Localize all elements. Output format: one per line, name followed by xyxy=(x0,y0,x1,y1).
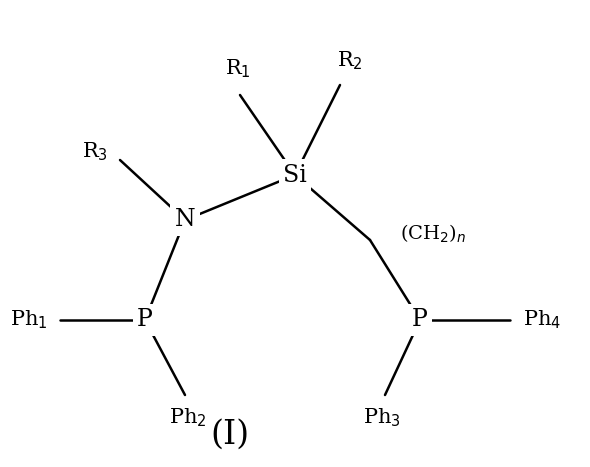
Text: Ph$_1$: Ph$_1$ xyxy=(11,309,48,331)
Text: P: P xyxy=(137,309,153,332)
Text: N: N xyxy=(175,208,195,232)
Text: R$_3$: R$_3$ xyxy=(82,141,108,163)
Text: Si: Si xyxy=(283,163,307,186)
Text: Ph$_3$: Ph$_3$ xyxy=(363,406,401,429)
Text: R$_2$: R$_2$ xyxy=(337,50,363,72)
Text: (I): (I) xyxy=(211,419,250,451)
Text: P: P xyxy=(412,309,428,332)
Text: Ph$_2$: Ph$_2$ xyxy=(169,406,206,429)
Text: Ph$_4$: Ph$_4$ xyxy=(523,309,561,331)
Text: (CH$_2$)$_n$: (CH$_2$)$_n$ xyxy=(400,223,467,245)
Text: R$_1$: R$_1$ xyxy=(225,57,251,80)
